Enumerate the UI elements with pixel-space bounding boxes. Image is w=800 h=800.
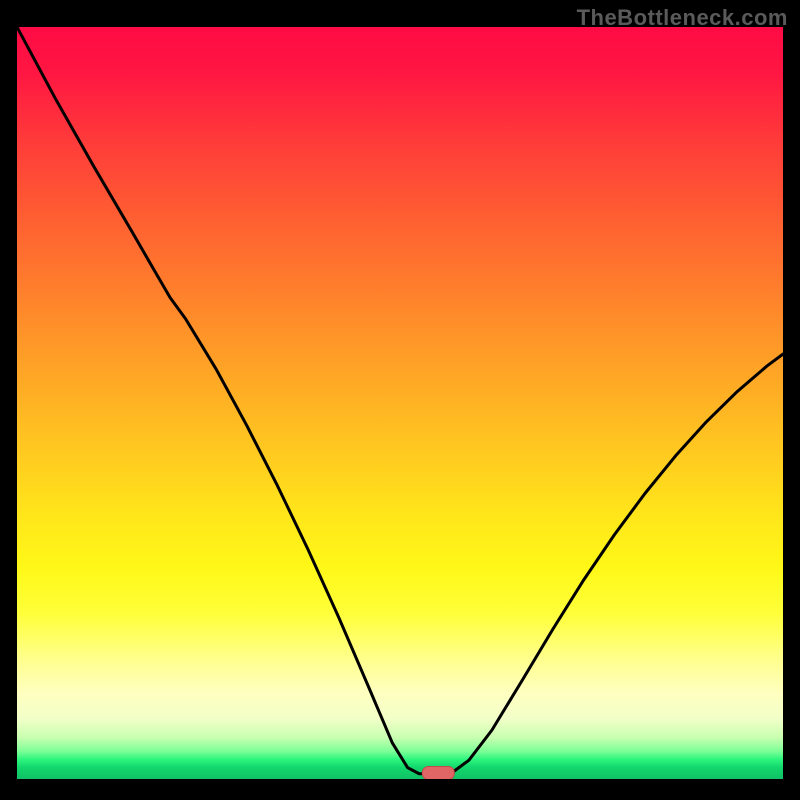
- bottleneck-chart-svg: [17, 27, 783, 779]
- chart-background: [17, 27, 783, 779]
- optimal-marker: [422, 766, 454, 779]
- plot-frame: [17, 27, 783, 779]
- watermark-text: TheBottleneck.com: [577, 5, 788, 31]
- chart-root: TheBottleneck.com: [0, 0, 800, 800]
